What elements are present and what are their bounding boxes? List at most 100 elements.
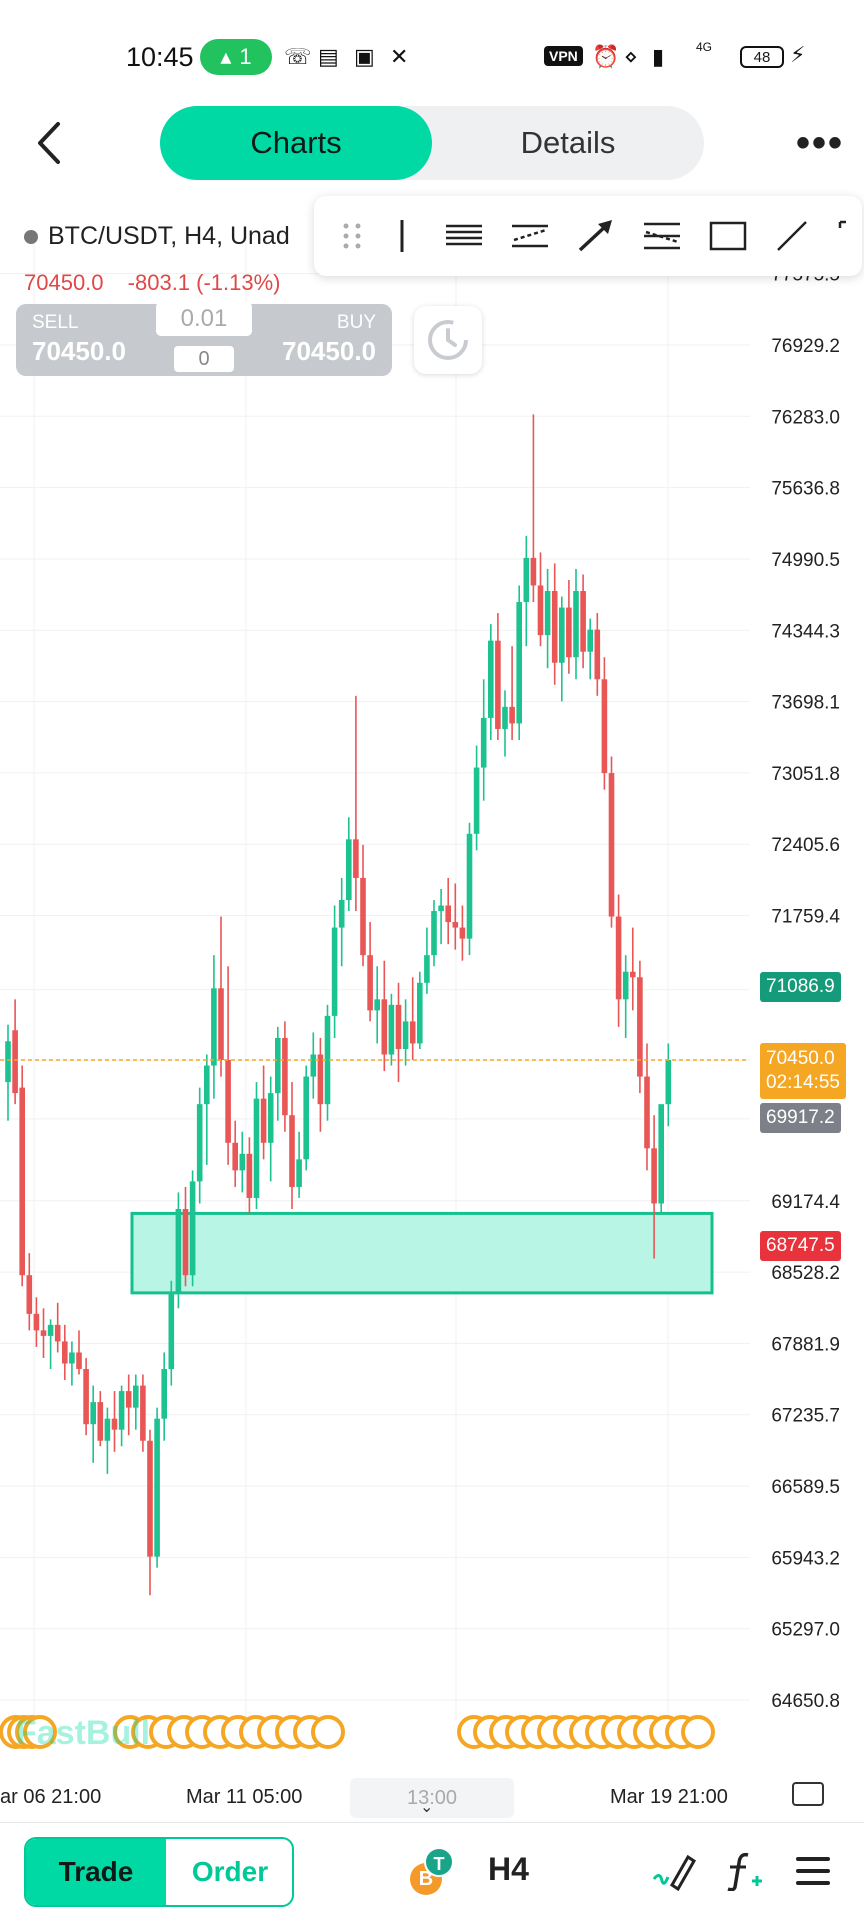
symbol-title[interactable]: BTC/USDT, H4, Unad — [24, 222, 290, 251]
event-marker — [681, 1715, 715, 1749]
candle-body — [5, 1041, 11, 1083]
crosshair-time[interactable]: ⌄ 13:00 — [350, 1778, 514, 1818]
y-axis-label: 64650.8 — [771, 1691, 840, 1712]
symbol-name: BTC/USDT, H4, Unad — [48, 222, 290, 250]
y-axis-label: 75636.8 — [771, 479, 840, 500]
parallel-channel-icon[interactable] — [444, 218, 484, 254]
candle-body — [40, 1330, 47, 1336]
candle-body — [523, 557, 530, 603]
order-button[interactable]: Order — [191, 1856, 269, 1887]
candle-body — [147, 1440, 153, 1557]
fullscreen-icon[interactable] — [792, 1782, 824, 1806]
signal-icon: ▮ — [652, 44, 665, 69]
quick-trade-widget: SELL 70450.0 BUY 70450.0 0.01 0 — [16, 302, 392, 376]
sell-button[interactable]: 70450.0 — [32, 336, 126, 366]
candle-body — [275, 1037, 281, 1094]
tab-charts[interactable]: Charts — [160, 106, 432, 180]
bluetooth-icon: ⋄ — [624, 44, 638, 69]
candle-body — [62, 1341, 68, 1364]
back-icon[interactable] — [28, 118, 78, 168]
tab-details[interactable]: Details — [520, 125, 616, 160]
candle-body — [665, 1060, 672, 1105]
fib-fan-icon[interactable] — [510, 218, 550, 254]
candle-body — [381, 999, 388, 1055]
current-price-value: 70450.0 — [766, 1048, 835, 1069]
price-chart[interactable]: 77575.576929.276283.075636.874990.574344… — [0, 230, 864, 1760]
candle-body — [133, 1385, 139, 1408]
spread-value: 0 — [174, 346, 234, 372]
candle-body — [182, 1209, 189, 1276]
y-axis: 77575.576929.276283.075636.874990.574344… — [771, 265, 840, 1712]
candle-body — [317, 1054, 324, 1105]
candle-body — [204, 1065, 210, 1105]
drawing-toolbar — [314, 196, 862, 276]
rectangle-tool-icon[interactable] — [708, 218, 748, 254]
candle-body — [218, 988, 224, 1061]
y-axis-label: 72405.6 — [771, 835, 840, 856]
candle-body — [544, 591, 551, 636]
lot-size-input[interactable]: 0.01 — [156, 302, 252, 336]
usdt-coin-icon[interactable]: T — [424, 1847, 454, 1877]
candle-body — [12, 1030, 18, 1094]
candle-countdown: 02:14:55 — [766, 1072, 840, 1093]
candle-body — [47, 1324, 54, 1336]
more-menu-icon[interactable]: ••• — [796, 121, 845, 165]
arrow-tool-icon[interactable] — [576, 218, 616, 254]
candle-body — [637, 977, 643, 1077]
candle-body — [495, 640, 501, 729]
candle-body — [566, 607, 572, 658]
regression-channel-icon[interactable] — [642, 218, 682, 254]
trend-line-icon[interactable] — [774, 218, 810, 254]
vertical-line-icon[interactable] — [394, 218, 410, 254]
candle-body — [154, 1418, 160, 1557]
menu-icon[interactable] — [794, 1851, 832, 1891]
hotspot-pill: ▴ 1 — [200, 39, 272, 75]
candle-body — [644, 1076, 650, 1149]
candle-body — [516, 602, 522, 724]
candle-body — [140, 1385, 146, 1441]
y-axis-label: 65297.0 — [771, 1620, 840, 1641]
bottom-bar: Trade Order B T H4 — [0, 1822, 864, 1920]
market-status-dot — [24, 229, 38, 244]
notification-icon: ▤ — [318, 44, 339, 69]
status-time: 10:45 — [126, 42, 194, 72]
draw-pen-icon[interactable] — [650, 1851, 696, 1891]
y-axis-label: 71759.4 — [771, 907, 840, 928]
x-axis-label: 13:00 — [406, 1787, 458, 1809]
y-axis-label: 66589.5 — [771, 1477, 840, 1498]
candle-body — [232, 1142, 238, 1171]
y-axis-label: 74344.3 — [771, 621, 840, 642]
more-tools-icon[interactable] — [836, 218, 850, 254]
candle-body — [452, 922, 459, 928]
candle-body — [253, 1098, 260, 1198]
y-axis-label: 68528.2 — [771, 1263, 840, 1284]
trade-button[interactable]: Trade — [26, 1839, 166, 1905]
instagram-icon: ▣ — [354, 44, 375, 69]
buy-button[interactable]: 70450.0 — [282, 336, 376, 366]
candle-body — [587, 629, 593, 652]
candle-body — [260, 1098, 267, 1143]
candle-body — [395, 1004, 402, 1049]
candle-body — [488, 640, 494, 718]
candle-body — [296, 1159, 302, 1187]
candle-body — [26, 1275, 33, 1314]
candle-body — [445, 905, 451, 923]
drag-handle-icon[interactable] — [340, 218, 364, 254]
candle-body — [409, 1021, 416, 1044]
candle-body — [168, 1291, 175, 1370]
candle-body — [211, 988, 217, 1066]
demand-zone-rect — [130, 1211, 714, 1295]
network-type: 4G — [696, 40, 713, 54]
candle-body — [417, 982, 423, 1044]
low-marker-tag: 68747.5 — [760, 1231, 841, 1261]
candle-body — [580, 591, 586, 652]
candle-body — [331, 927, 338, 1016]
candle-body — [33, 1313, 40, 1331]
candle-body — [622, 971, 629, 1000]
reset-chart-icon[interactable] — [414, 306, 482, 374]
candle-body — [630, 971, 636, 978]
indicators-icon[interactable] — [724, 1851, 764, 1891]
timeframe-selector[interactable]: H4 — [488, 1851, 529, 1887]
hotspot-count: 1 — [239, 44, 252, 69]
